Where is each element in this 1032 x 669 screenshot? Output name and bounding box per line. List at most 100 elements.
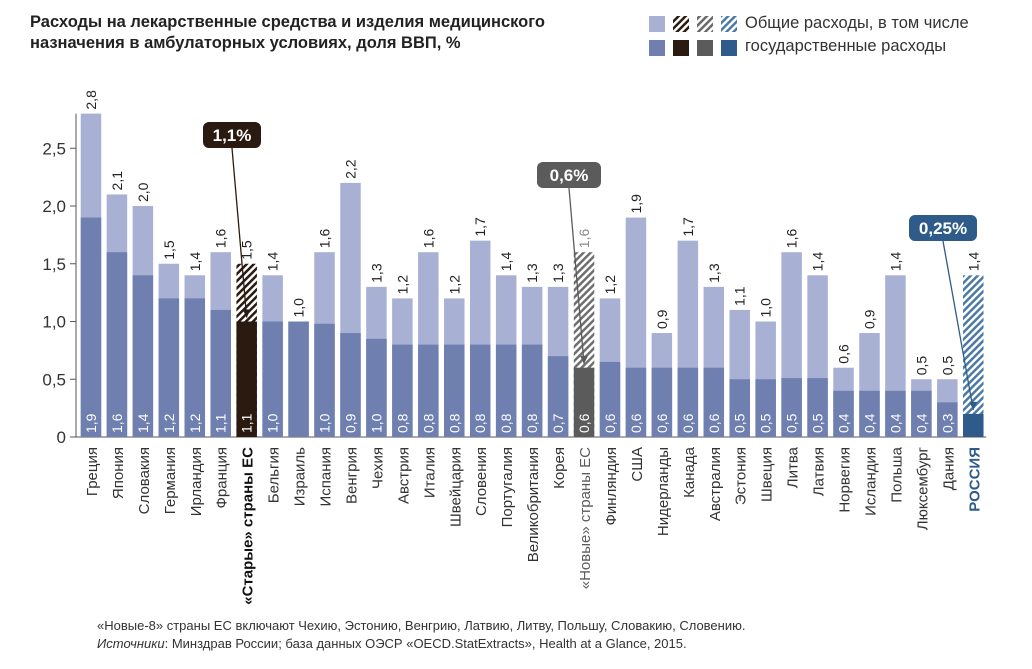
bar-public-label: 0,7 [550, 413, 566, 433]
y-tick-label: 0,5 [42, 370, 66, 389]
bar-public [599, 361, 621, 437]
callout-box [909, 215, 977, 241]
bar-public-label: 1,0 [317, 413, 333, 433]
footnote-sources-prefix: Источники [97, 636, 165, 651]
bar-public-label: 1,2 [161, 413, 177, 433]
bar-public [625, 367, 647, 437]
callout-leader-line [942, 240, 974, 411]
x-category-label: Франция [214, 447, 231, 508]
bar-total-label: 1,0 [758, 298, 774, 318]
x-category-label: Бельгия [266, 447, 283, 503]
bar-public-label: 0,5 [810, 413, 826, 433]
x-category-label: Корея [551, 447, 568, 489]
bar-total-label: 1,0 [291, 298, 307, 318]
bar-total-label: 1,9 [628, 194, 644, 214]
bar-total-label: 1,4 [265, 252, 281, 272]
chart-title-line1: Расходы на лекарственные средства и изде… [30, 13, 545, 31]
bar-total-label: 1,2 [446, 275, 462, 295]
bar-public-label: 0,8 [472, 413, 488, 433]
bar-public [703, 367, 725, 437]
x-category-label: Португалия [499, 447, 516, 527]
bar-public [573, 367, 595, 437]
bar-public [288, 321, 309, 437]
x-category-label: Израиль [292, 447, 309, 506]
callout-label: 0,25% [919, 219, 967, 238]
bar-public [781, 378, 802, 437]
x-category-label: Канада [681, 446, 698, 497]
bar-public [911, 390, 932, 437]
callout-label: 0,6% [550, 166, 589, 185]
bar-public-label: 0,5 [784, 413, 800, 433]
x-category-label: Нидерланды [655, 447, 672, 536]
x-category-label: Финляндия [603, 447, 620, 525]
bar-public-label: 0,8 [524, 413, 540, 433]
bar-public [651, 367, 673, 437]
bar-total-label: 1,3 [524, 263, 540, 283]
y-tick-label: 2,0 [42, 197, 66, 216]
bar-public [807, 378, 828, 437]
bar-public [236, 321, 257, 437]
callout-leader-line [568, 187, 585, 364]
bar-total-label: 0,5 [913, 356, 929, 376]
bar-total-label: 1,7 [680, 217, 696, 237]
x-category-label: Словения [473, 447, 490, 516]
footnote-note: «Новые-8» страны ЕС включают Чехию, Эсто… [97, 618, 746, 633]
bar-public [106, 252, 128, 437]
bar-total-label: 1,1 [732, 286, 748, 306]
bar-public-label: 0,3 [939, 413, 955, 433]
bar-public-label: 0,8 [394, 413, 410, 433]
callout-arrowhead [580, 355, 589, 364]
bar-public [833, 390, 854, 437]
callout-leader-line [231, 147, 248, 318]
callout-label: 1,1% [213, 126, 252, 145]
bar-total-label: 1,5 [239, 240, 255, 260]
bar-public-label: 1,0 [368, 413, 384, 433]
bar-public [184, 298, 206, 437]
bar-public [80, 217, 102, 437]
bar-public [937, 402, 958, 437]
bar-total-label: 0,9 [861, 309, 877, 329]
bar-total-label: 1,3 [706, 263, 722, 283]
bar-public [262, 321, 283, 437]
bar-public [418, 344, 439, 437]
bar-public-label: 0,8 [420, 413, 436, 433]
bar-public [210, 309, 231, 437]
bar-total-label: 1,2 [602, 275, 618, 295]
y-tick-label: 1,0 [42, 313, 66, 332]
bar-public-label: 1,6 [109, 413, 125, 433]
legend-label-total: Общие расходы, в том числе [745, 14, 969, 32]
bar-total-label: 1,4 [887, 252, 903, 272]
bar-total-label: 1,6 [576, 229, 592, 249]
bar-total-label: 2,1 [109, 171, 125, 191]
bar-public-label: 1,1 [239, 413, 255, 433]
bar-total-label: 2,0 [135, 182, 151, 202]
bar-public [677, 367, 699, 437]
bar-total-label: 1,4 [965, 252, 981, 272]
bar-total-label: 1,6 [317, 229, 333, 249]
bar-public [755, 379, 776, 437]
x-category-label: Швейцария [447, 447, 464, 527]
bar-total-label: 1,4 [810, 252, 826, 272]
y-tick-label: 0 [57, 428, 66, 447]
bar-public-label: 0,5 [758, 413, 774, 433]
bar-total-label: 1,5 [161, 240, 177, 260]
bar-total-label: 1,2 [394, 275, 410, 295]
bar-public-label: 0,5 [732, 413, 748, 433]
bar-public-label: 0,9 [342, 413, 358, 433]
bar-public-label: 0,4 [836, 413, 852, 433]
x-category-label: РОССИЯ [966, 447, 983, 512]
bar-public [963, 413, 984, 437]
bar-public-label: 0,4 [913, 413, 929, 433]
x-category-label: Швеция [759, 447, 776, 502]
bar-public-label: 0,6 [706, 413, 722, 433]
bar-public-label: 1,2 [187, 413, 203, 433]
x-category-label: Польша [888, 446, 905, 502]
bar-total-label: 1,7 [472, 217, 488, 237]
bar-public [885, 390, 906, 437]
x-category-label: Латвия [811, 447, 828, 496]
bar-public-label: 0,6 [576, 413, 592, 433]
x-category-label: «Новые» страны ЕС [577, 447, 594, 589]
bar-total-label: 1,6 [213, 229, 229, 249]
bar-public-label: 1,0 [265, 413, 281, 433]
